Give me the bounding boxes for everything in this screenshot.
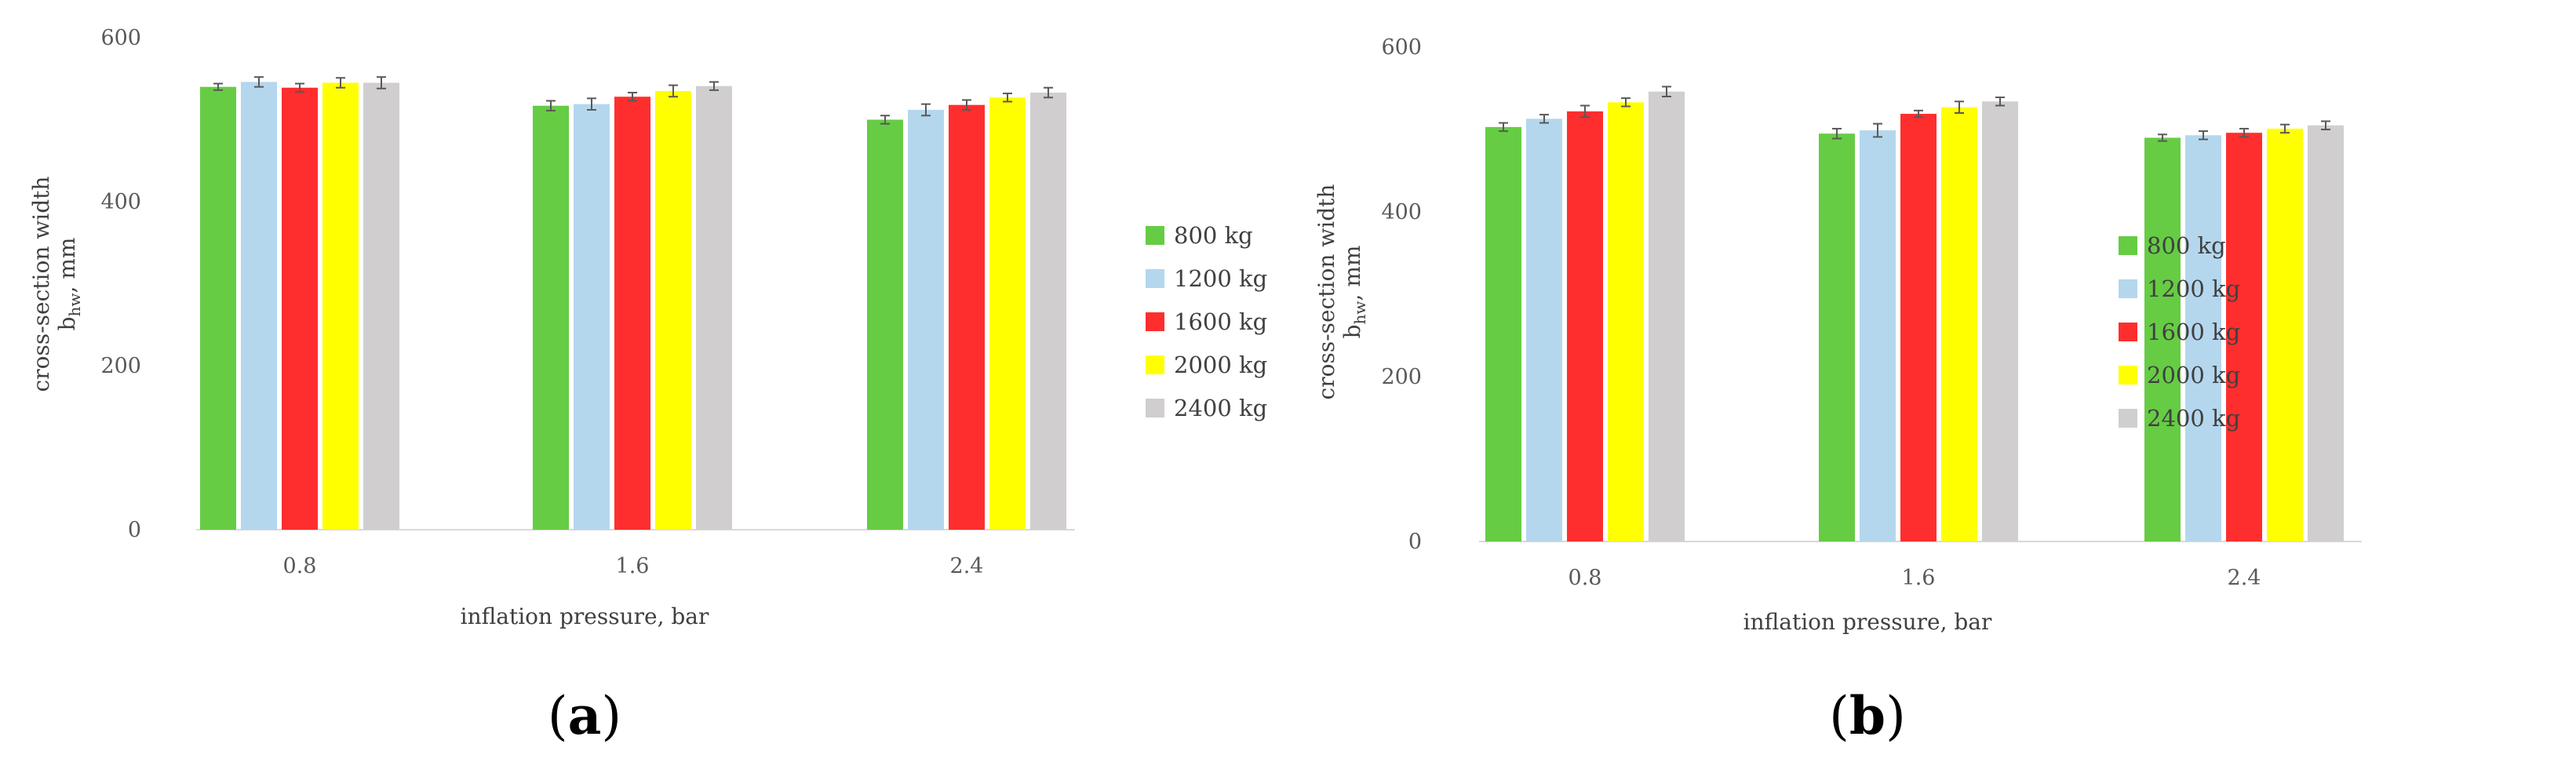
legend-swatch-a-2000-kg: [1146, 355, 1164, 374]
legend-label-b-800-kg: 800 kg: [2147, 232, 2226, 259]
x-tick-label-a-1-6: 1.6: [616, 554, 650, 578]
panel-label-a: (a): [548, 685, 621, 746]
legend-swatch-a-2400-kg: [1146, 399, 1164, 417]
bar-b-0-8-1200-kg: [1526, 118, 1562, 542]
bar-a-2-4-800-kg: [867, 119, 903, 530]
y-tick-label-a-0: 0: [128, 518, 141, 542]
bar-b-2-4-1600-kg: [2226, 133, 2262, 541]
y-tick-label-a-600: 600: [100, 26, 141, 50]
x-tick-label-b-0-8: 0.8: [1569, 566, 1602, 590]
bar-a-1-6-1600-kg: [614, 97, 650, 530]
y-tick-label-a-200: 200: [100, 354, 141, 378]
legend-label-b-2000-kg: 2000 kg: [2147, 362, 2240, 388]
legend-swatch-b-2000-kg: [2119, 366, 2137, 385]
panel-label-close-paren-a: ): [601, 686, 621, 746]
bar-a-2-4-1200-kg: [908, 109, 944, 530]
y-axis-label-line2-b: bhw, mm: [1339, 246, 1369, 339]
y-axis-label-unit-b: , mm: [1339, 246, 1365, 301]
legend-swatch-a-1200-kg: [1146, 269, 1164, 288]
x-axis-label-a: inflation pressure, bar: [461, 603, 709, 629]
bar-b-1-6-2000-kg: [1941, 107, 1977, 541]
bar-a-0-8-1600-kg: [282, 87, 318, 530]
legend-label-a-2400-kg: 2400 kg: [1174, 395, 1267, 421]
y-axis-label-line1-b: cross-section width: [1314, 184, 1339, 400]
x-tick-label-a-2-4: 2.4: [950, 554, 984, 578]
panel-label-letter-b: b: [1849, 685, 1886, 746]
y-axis-label-subscript-a: hw: [65, 293, 84, 316]
bar-b-1-6-800-kg: [1819, 133, 1855, 541]
bar-a-2-4-2400-kg: [1030, 93, 1066, 530]
legend-label-b-1600-kg: 1600 kg: [2147, 319, 2240, 345]
bar-a-0-8-800-kg: [200, 86, 236, 530]
panel-label-close-paren-b: ): [1886, 686, 1906, 746]
bar-a-2-4-2000-kg: [989, 97, 1026, 530]
legend-swatch-b-800-kg: [2119, 236, 2137, 255]
legend-swatch-b-2400-kg: [2119, 409, 2137, 428]
x-tick-label-b-2-4: 2.4: [2228, 566, 2261, 590]
y-tick-label-b-200: 200: [1381, 365, 1422, 389]
bar-b-2-4-800-kg: [2144, 137, 2181, 541]
legend-label-a-2000-kg: 2000 kg: [1174, 352, 1267, 378]
panel-label-b: (b): [1829, 685, 1906, 746]
bar-a-0-8-2000-kg: [322, 82, 359, 530]
bar-b-0-8-800-kg: [1485, 126, 1521, 542]
bar-a-0-8-1200-kg: [241, 82, 277, 530]
legend-swatch-a-800-kg: [1146, 226, 1164, 245]
legend-swatch-b-1200-kg: [2119, 279, 2137, 298]
legend-label-a-800-kg: 800 kg: [1174, 222, 1253, 249]
bar-b-1-6-1600-kg: [1900, 114, 1937, 542]
y-axis-label-line1-a: cross-section width: [28, 177, 54, 392]
chart-panel-b: 0 200 400 600 0.8 1.6 2.4 inflation pressure, b…: [1314, 35, 2362, 746]
bar-a-1-6-1200-kg: [574, 104, 610, 530]
y-tick-label-b-600: 600: [1381, 35, 1422, 60]
panel-label-letter-a: a: [568, 685, 602, 746]
bar-b-1-6-2400-kg: [1982, 101, 2018, 542]
bar-b-2-4-2000-kg: [2267, 128, 2303, 541]
x-tick-label-a-0-8: 0.8: [283, 554, 317, 578]
y-axis-label-subscript-b: hw: [1350, 301, 1369, 324]
legend-label-b-1200-kg: 1200 kg: [2147, 275, 2240, 302]
bar-a-2-4-1600-kg: [949, 104, 985, 530]
y-tick-label-b-0: 0: [1408, 530, 1422, 554]
chart-panel-a: 0 200 400 600 0.8 1.6 2.4 inflation pressure, b…: [28, 26, 1267, 746]
x-tick-label-b-1-6: 1.6: [1902, 566, 1936, 590]
bar-a-0-8-2400-kg: [363, 82, 399, 530]
bar-a-1-6-800-kg: [533, 105, 569, 530]
bar-b-1-6-1200-kg: [1860, 130, 1896, 542]
bar-b-2-4-2400-kg: [2308, 125, 2344, 541]
bar-a-1-6-2000-kg: [655, 90, 691, 530]
panel-label-open-paren-a: (: [548, 686, 568, 746]
y-tick-label-b-400: 400: [1381, 200, 1422, 224]
legend-label-a-1200-kg: 1200 kg: [1174, 265, 1267, 292]
bar-b-2-4-1200-kg: [2185, 135, 2221, 542]
y-tick-label-a-400: 400: [100, 190, 141, 214]
panel-label-open-paren-b: (: [1829, 686, 1849, 746]
x-axis-label-b: inflation pressure, bar: [1743, 609, 1992, 635]
bar-a-1-6-2400-kg: [696, 86, 732, 530]
y-axis-label-unit-a: , mm: [54, 238, 80, 293]
legend-swatch-a-1600-kg: [1146, 312, 1164, 331]
bar-b-0-8-2400-kg: [1649, 91, 1685, 541]
legend-label-a-1600-kg: 1600 kg: [1174, 308, 1267, 335]
legend-label-b-2400-kg: 2400 kg: [2147, 405, 2240, 432]
bar-b-0-8-2000-kg: [1608, 102, 1644, 542]
y-axis-label-line2-a: bhw, mm: [54, 238, 84, 331]
bar-b-0-8-1600-kg: [1567, 111, 1603, 541]
y-axis-label-symbol-b: b: [1339, 324, 1365, 338]
y-axis-label-symbol-a: b: [54, 316, 80, 330]
legend-swatch-b-1600-kg: [2119, 323, 2137, 341]
